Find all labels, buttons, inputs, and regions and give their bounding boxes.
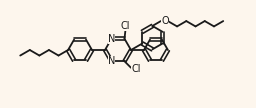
Text: O: O [161,16,169,26]
Text: N: N [108,34,115,44]
Text: Cl: Cl [131,64,141,74]
Text: Cl: Cl [121,21,130,31]
Text: N: N [108,56,115,66]
